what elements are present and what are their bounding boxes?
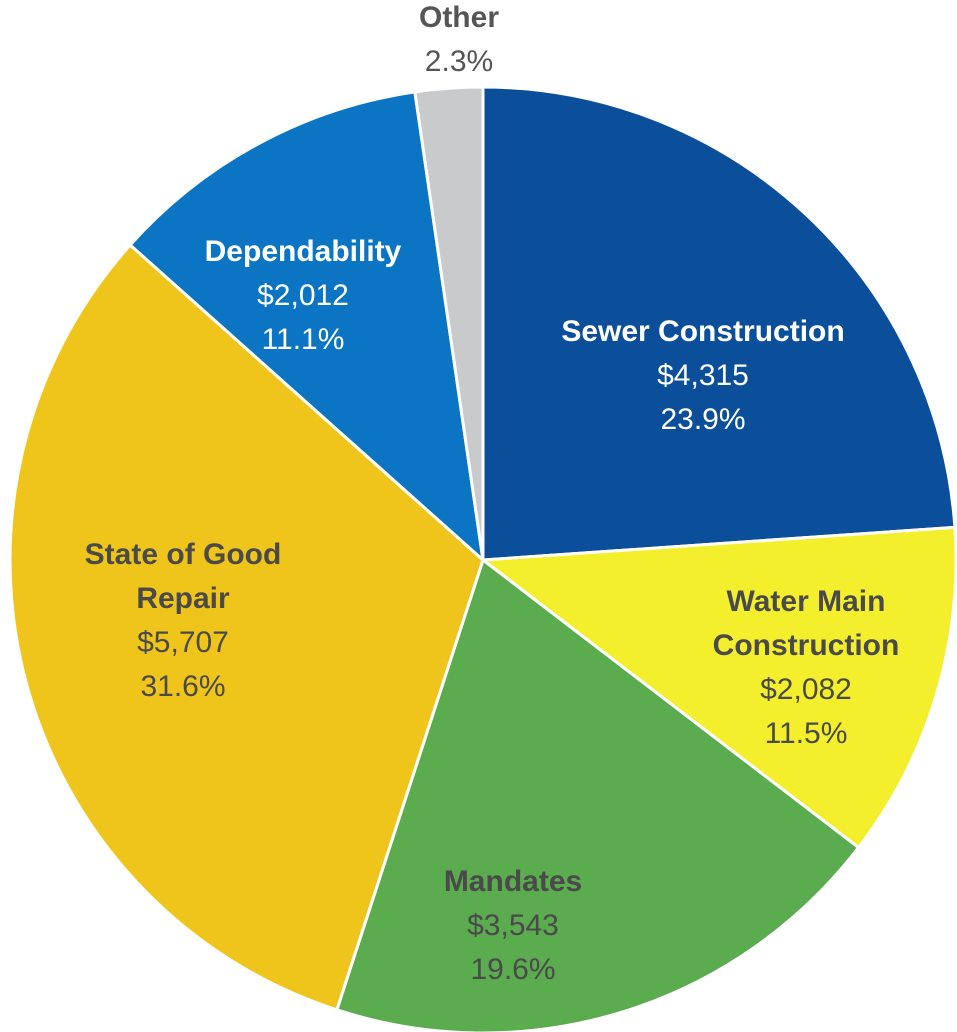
- slice-percent: 2.3%: [424, 45, 494, 78]
- slice-label: Sewer Construction $4,315 23.9%: [493, 310, 913, 442]
- slice-label: Dependability $2,012 11.1%: [153, 230, 453, 362]
- slice-amount: $3,543: [467, 909, 559, 942]
- slice-amount: $5,707: [137, 626, 229, 659]
- slice-percent: 19.6%: [470, 953, 556, 986]
- slice-percent: 11.5%: [764, 717, 848, 750]
- pie-slice: [8, 243, 485, 1012]
- pie-slice: [413, 85, 485, 562]
- slice-label: State of Good Repair $5,707 31.6%: [53, 533, 313, 709]
- slice-percent: 23.9%: [660, 403, 746, 436]
- slice-label: Water Main Construction $2,082 11.5%: [671, 580, 941, 756]
- slice-label: Mandates $3,543 19.6%: [363, 860, 663, 992]
- slice-label: Other 2.3%: [359, 0, 559, 84]
- slice-name: Sewer Construction: [561, 315, 845, 348]
- pie-slice: [481, 525, 957, 850]
- slice-name: Dependability: [204, 235, 402, 268]
- slice-amount: $2,012: [257, 279, 349, 312]
- slice-percent: 31.6%: [140, 670, 226, 703]
- slice-amount: $2,082: [760, 673, 852, 706]
- slice-name: State of Good Repair: [84, 538, 282, 615]
- slice-amount: $4,315: [657, 359, 749, 392]
- slice-name: Water Main Construction: [712, 585, 900, 662]
- slice-name: Mandates: [443, 865, 583, 898]
- pie-slice: [481, 85, 957, 562]
- slice-percent: 11.1%: [261, 323, 345, 356]
- slice-name: Other: [418, 1, 499, 34]
- pie-slice: [128, 90, 485, 562]
- pie-slice: [335, 558, 861, 1032]
